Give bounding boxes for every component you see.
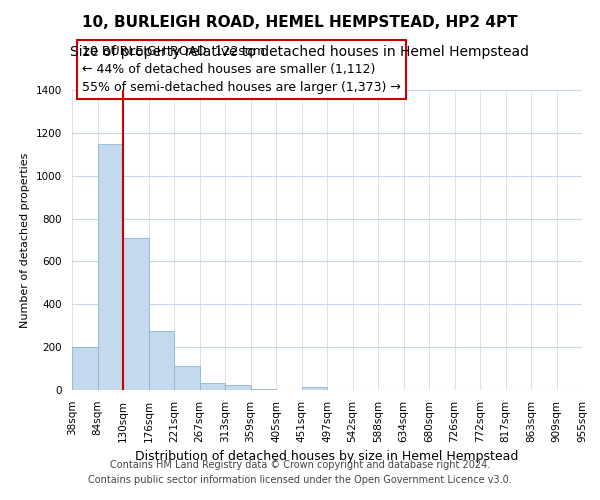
- Text: 10, BURLEIGH ROAD, HEMEL HEMPSTEAD, HP2 4PT: 10, BURLEIGH ROAD, HEMEL HEMPSTEAD, HP2 …: [82, 15, 518, 30]
- Bar: [72, 347, 97, 390]
- Bar: [302, 387, 327, 390]
- X-axis label: Distribution of detached houses by size in Hemel Hempstead: Distribution of detached houses by size …: [136, 450, 518, 463]
- Y-axis label: Number of detached properties: Number of detached properties: [20, 152, 31, 328]
- Bar: [225, 384, 251, 390]
- Bar: [149, 331, 174, 390]
- Bar: [199, 382, 225, 390]
- Text: Contains HM Land Registry data © Crown copyright and database right 2024.
Contai: Contains HM Land Registry data © Crown c…: [88, 460, 512, 485]
- Bar: [174, 366, 199, 390]
- Bar: [251, 389, 276, 390]
- Bar: [97, 144, 123, 390]
- Text: 10 BURLEIGH ROAD: 122sqm
← 44% of detached houses are smaller (1,112)
55% of sem: 10 BURLEIGH ROAD: 122sqm ← 44% of detach…: [82, 45, 401, 94]
- Bar: [123, 238, 149, 390]
- Text: Size of property relative to detached houses in Hemel Hempstead: Size of property relative to detached ho…: [71, 45, 530, 59]
